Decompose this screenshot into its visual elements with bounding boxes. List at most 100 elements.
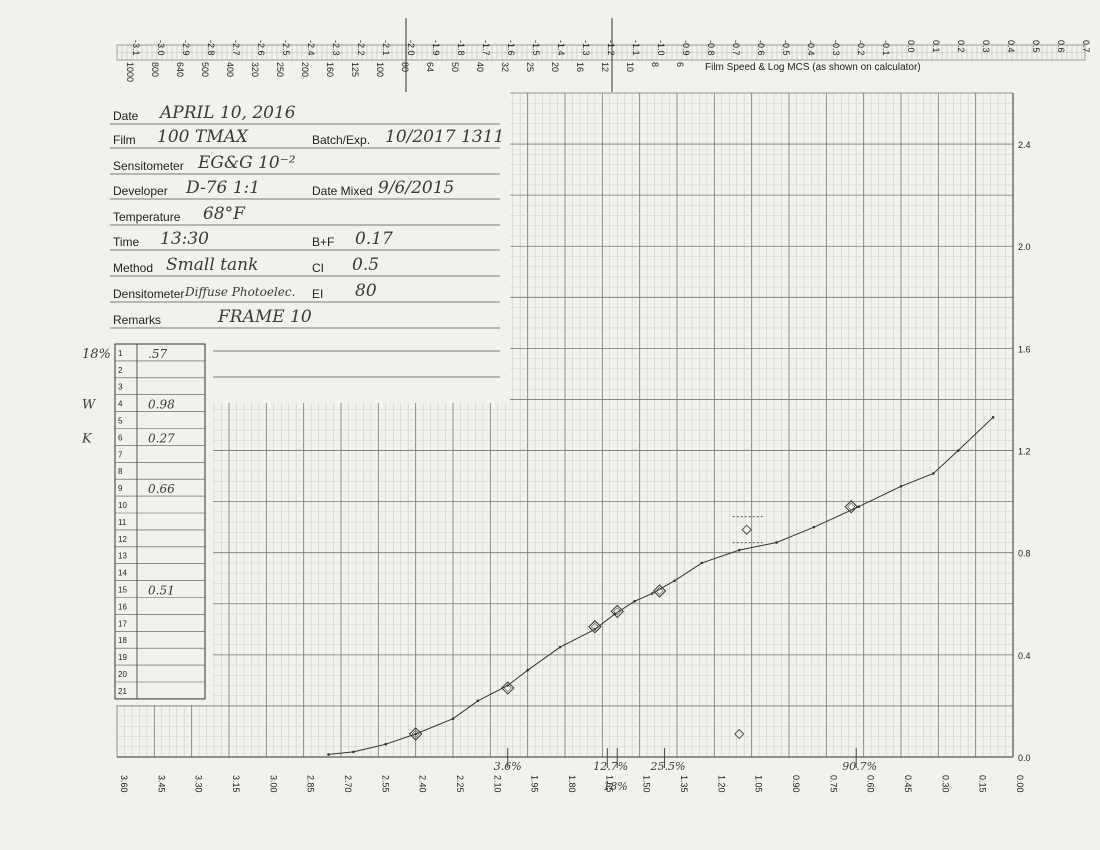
x-tick-label: 3.00 — [268, 775, 278, 793]
speed-scale-tick: 0.7 — [1081, 40, 1091, 53]
speed-scale-tick: -3.0 — [156, 40, 166, 56]
readings-row-number: 10 — [118, 501, 127, 510]
form-label-developer: Developer — [113, 184, 168, 198]
curve-point — [559, 646, 562, 649]
readings-row-number: 4 — [118, 400, 123, 409]
form-label-date-mixed: Date Mixed — [312, 184, 373, 198]
speed-scale-tick: -1.7 — [481, 40, 491, 56]
speed-scale-tick: -2.9 — [181, 40, 191, 56]
speed-scale-tick: -0.3 — [831, 40, 841, 56]
speed-scale-tick: -0.5 — [781, 40, 791, 56]
curve-point — [352, 751, 355, 754]
form-value-batch: 10/2017 1311 — [385, 127, 504, 147]
x-tick-label: 1.80 — [567, 775, 577, 793]
x-tick-label: 1.50 — [642, 775, 652, 793]
y-tick-label: 1.2 — [1018, 447, 1031, 457]
readings-row-number: 14 — [118, 569, 127, 578]
readings-row-number: 19 — [118, 653, 127, 662]
curve-point — [900, 485, 903, 488]
readings-row-number: 20 — [118, 670, 127, 679]
speed-scale-tick: -0.8 — [706, 40, 716, 56]
form-label-method: Method — [113, 261, 153, 275]
readings-row-number: 13 — [118, 552, 127, 561]
x-tick-label: 0.15 — [978, 775, 988, 793]
annotation-label: 3.6% — [494, 760, 522, 773]
speed-scale-tick: -1.5 — [531, 40, 541, 56]
annotation-label: 90.7% — [842, 760, 877, 773]
iso-scale-tick: 32 — [500, 62, 510, 72]
speed-scale-tick: -2.1 — [381, 40, 391, 56]
readings-row-number: 18 — [118, 636, 127, 645]
curve-point — [957, 449, 960, 452]
curve-point — [775, 541, 778, 544]
form-value-time: 13:30 — [160, 229, 209, 249]
readings-row-number: 7 — [118, 450, 123, 459]
iso-scale-tick: 40 — [475, 62, 485, 72]
x-tick-label: 2.10 — [492, 775, 502, 793]
form-label-sensitometer: Sensitometer — [113, 159, 184, 173]
speed-scale-tick: -3.1 — [131, 40, 141, 56]
form-value-remarks: FRAME 10 — [217, 307, 312, 327]
speed-scale-tick: -0.6 — [756, 40, 766, 56]
form-value-film: 100 TMAX — [157, 127, 249, 147]
curve-point — [327, 753, 330, 756]
x-tick-label: 2.85 — [306, 775, 316, 793]
annotation-label: 25.5% — [650, 760, 686, 773]
annotation-label: 18% — [603, 780, 627, 793]
x-tick-label: 0.30 — [940, 775, 950, 793]
speed-scale-tick: -1.0 — [656, 40, 666, 56]
readings-row-number: 3 — [118, 383, 123, 392]
x-tick-label: 1.20 — [716, 775, 726, 793]
iso-scale-tick: 800 — [150, 62, 160, 77]
speed-scale-tick: -2.8 — [206, 40, 216, 56]
curve-point — [414, 733, 417, 736]
speed-scale-tick: -2.2 — [356, 40, 366, 56]
curve-point — [651, 592, 654, 595]
reading-value: 0.27 — [148, 431, 175, 445]
readings-row-number: 21 — [118, 687, 127, 696]
speed-scale-tick: 0.5 — [1031, 40, 1041, 53]
reading-margin-note: W — [82, 398, 97, 413]
reading-value: 0.51 — [148, 584, 175, 598]
iso-scale-tick: 6 — [675, 62, 685, 67]
iso-scale-tick: 1000 — [125, 62, 135, 82]
y-tick-label: 0.8 — [1018, 549, 1031, 559]
iso-scale-tick: 640 — [175, 62, 185, 77]
reading-value: 0.98 — [148, 398, 175, 412]
iso-scale-tick: 100 — [375, 62, 385, 77]
reading-value: 0.66 — [148, 482, 175, 496]
iso-scale-tick: 25 — [525, 62, 535, 72]
iso-scale-tick: 200 — [300, 62, 310, 77]
speed-scale-tick: 0.2 — [956, 40, 966, 53]
speed-scale-tick: -0.2 — [856, 40, 866, 56]
speed-scale-tick: -0.7 — [731, 40, 741, 56]
curve-point — [992, 416, 995, 419]
speed-scale-tick: -0.9 — [681, 40, 691, 56]
x-tick-label: 1.95 — [530, 775, 540, 793]
form-label-film: Film — [113, 133, 136, 147]
y-tick-label: 1.6 — [1018, 344, 1031, 354]
speed-scale-tick: 0.1 — [931, 40, 941, 53]
readings-row-number: 15 — [118, 586, 127, 595]
form-label-bf: B+F — [312, 235, 334, 249]
speed-scale-tick: -1.3 — [581, 40, 591, 56]
curve-point — [813, 526, 816, 529]
curve-point — [477, 700, 480, 703]
iso-scale-tick: 80 — [400, 62, 410, 72]
form-label-remarks: Remarks — [113, 313, 161, 327]
readings-row-number: 9 — [118, 484, 123, 493]
speed-scale-tick: -2.4 — [306, 40, 316, 56]
curve-point — [633, 600, 636, 603]
curve-point — [673, 579, 676, 582]
speed-scale-tick: -1.8 — [456, 40, 466, 56]
iso-scale-tick: 64 — [425, 62, 435, 72]
iso-scale-tick: 16 — [575, 62, 585, 72]
y-tick-label: 0.4 — [1018, 651, 1031, 661]
readings-row-number: 12 — [118, 535, 127, 544]
x-tick-label: 3.60 — [119, 775, 129, 793]
form-label-batch: Batch/Exp. — [312, 133, 370, 147]
readings-row-number: 2 — [118, 366, 123, 375]
x-tick-label: 2.40 — [418, 775, 428, 793]
annotation-label: 12.7% — [593, 760, 628, 773]
speed-scale-tick: -0.1 — [881, 40, 891, 56]
